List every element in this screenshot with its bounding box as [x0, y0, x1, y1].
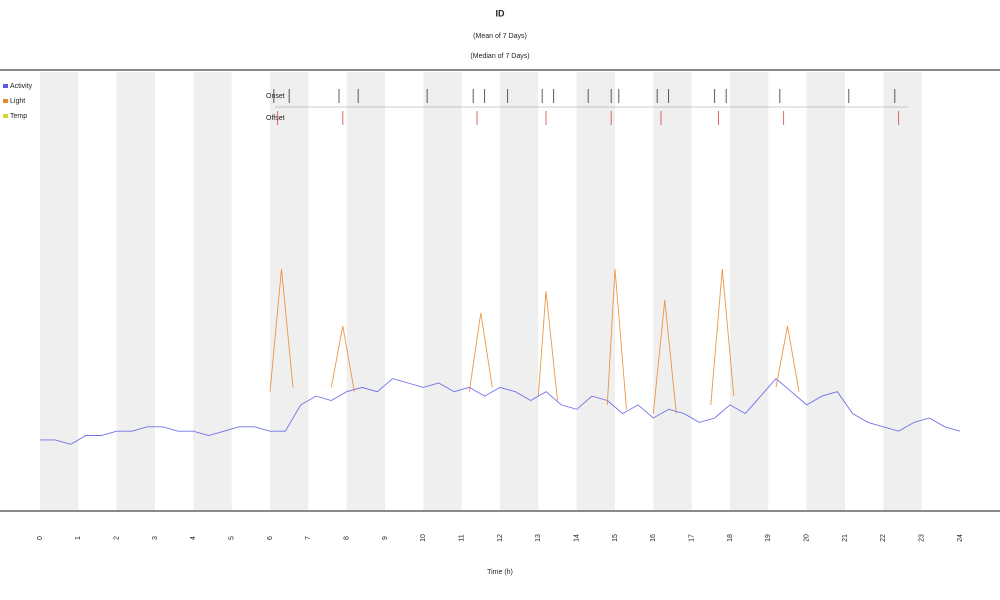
x-tick-label: 8 [344, 536, 351, 540]
x-tick-label: 21 [842, 534, 849, 542]
x-tick-label: 2 [114, 536, 121, 540]
x-tick-label: 22 [880, 534, 887, 542]
band [500, 72, 539, 510]
x-tick-label: 12 [497, 534, 504, 542]
band [346, 72, 385, 510]
band [576, 72, 615, 510]
x-tick-label: 6 [267, 536, 274, 540]
x-tick-label: 3 [152, 536, 159, 540]
x-tick-label: 14 [574, 534, 581, 542]
band [653, 72, 692, 510]
x-tick-label: 10 [420, 534, 427, 542]
x-tick-label: 20 [804, 534, 811, 542]
series-line [40, 377, 961, 445]
x-tick-label: 18 [727, 534, 734, 542]
band [423, 72, 462, 510]
x-tick-label: 13 [535, 534, 542, 542]
x-axis-label: Time (h) [487, 569, 513, 576]
legend-label: Activity [10, 83, 33, 90]
x-tick-label: 0 [37, 536, 44, 540]
band [730, 72, 769, 510]
x-tick-label: 7 [305, 536, 312, 540]
legend-swatch [3, 114, 8, 118]
x-tick-label: 1 [75, 536, 82, 540]
chart-subtitle: (Mean of 7 Days) [473, 33, 527, 40]
band [883, 72, 922, 510]
band [193, 72, 232, 510]
x-tick-label: 16 [650, 534, 657, 542]
track-label: Offset [266, 115, 285, 122]
x-tick-label: 9 [382, 536, 389, 540]
band [40, 72, 79, 510]
chart-title: ID [496, 8, 506, 18]
x-tick-label: 5 [229, 536, 236, 540]
band [116, 72, 155, 510]
chart-subtitle: (Median of 7 Days) [470, 53, 529, 60]
legend-swatch [3, 99, 8, 103]
track-label: Onset [266, 93, 285, 100]
legend-label: Temp [10, 113, 27, 120]
x-tick-label: 17 [689, 534, 696, 542]
legend-swatch [3, 84, 8, 88]
x-tick-label: 11 [459, 534, 466, 541]
band [806, 72, 845, 510]
x-tick-label: 23 [919, 534, 926, 542]
x-tick-label: 19 [765, 534, 772, 542]
legend-label: Light [10, 98, 25, 105]
x-tick-label: 24 [957, 534, 964, 542]
x-tick-label: 4 [190, 536, 197, 540]
series-line [269, 269, 800, 414]
x-tick-label: 15 [612, 534, 619, 542]
band [270, 72, 309, 510]
